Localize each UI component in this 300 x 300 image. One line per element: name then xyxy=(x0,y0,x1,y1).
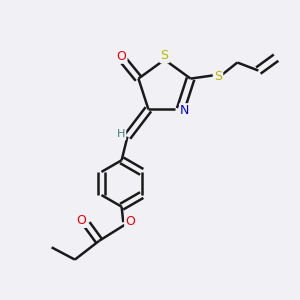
Text: O: O xyxy=(116,50,126,62)
Text: S: S xyxy=(214,70,222,83)
Text: H: H xyxy=(117,129,125,139)
Text: S: S xyxy=(160,49,169,62)
Text: O: O xyxy=(125,215,135,228)
Text: N: N xyxy=(180,104,190,117)
Text: O: O xyxy=(76,214,86,227)
